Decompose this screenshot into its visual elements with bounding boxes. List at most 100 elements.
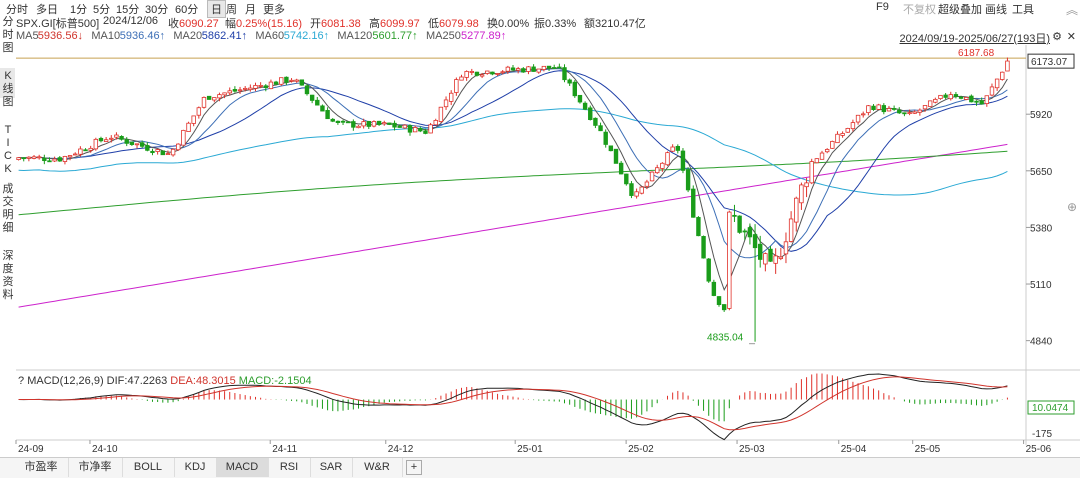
candle-body: [907, 112, 912, 115]
candle-body: [392, 122, 397, 128]
candle-body: [31, 156, 37, 159]
high-label: 高: [369, 18, 380, 30]
collapse-panel-icon[interactable]: ⊕: [1066, 200, 1077, 214]
candle-body: [577, 94, 583, 103]
candle-body: [624, 173, 629, 185]
period-2[interactable]: 1分: [70, 4, 88, 16]
candle-body: [685, 169, 691, 191]
index-name: SPX.GI[标普500]: [16, 18, 100, 30]
period-0[interactable]: 分时: [6, 4, 28, 16]
indicator-tab-boll[interactable]: BOLL: [122, 458, 175, 477]
period-toolbar: 分时 多日 1分 5分 15分 30分 60分日周月更多 F9 不复权 超级叠加 画线 工具: [0, 0, 1080, 18]
ma-name-ma10: MA10: [91, 30, 121, 42]
close-icon[interactable]: ✕: [1066, 31, 1076, 43]
high-marker-label: 6187.68: [958, 48, 995, 59]
low-label: 低: [428, 18, 439, 30]
candle-body: [145, 145, 150, 151]
macd-title: MACD(12,26,9): [27, 375, 104, 387]
candle-body: [93, 138, 99, 150]
indicator-tab-[interactable]: 市盈率: [14, 458, 69, 477]
candle-body: [953, 94, 959, 97]
date-label: 25-06: [1026, 444, 1052, 455]
indicator-tab-kdj[interactable]: KDJ: [174, 458, 217, 477]
candle-body: [407, 125, 413, 133]
candle-body: [21, 157, 26, 160]
left-tab-0[interactable]: 分时图: [2, 16, 14, 54]
period-10[interactable]: 更多: [263, 4, 285, 16]
candle-body: [176, 143, 181, 151]
candle-body: [603, 131, 608, 145]
macd-header: ? MACD(12,26,9) DIF:47.2263 DEA:48.3015 …: [18, 375, 312, 387]
period-8[interactable]: 周: [226, 4, 237, 16]
left-tab-3[interactable]: 成交明细: [2, 183, 14, 234]
candle-body: [644, 181, 650, 187]
candle-body: [160, 150, 165, 156]
turnover-label: 换: [487, 18, 498, 30]
indicator-tabs: 市盈率 市净率 BOLL KDJ MACD RSI SAR W&R +: [0, 457, 1080, 478]
candle-body: [727, 211, 732, 309]
indicator-tab-[interactable]: 市净率: [68, 458, 123, 477]
candle-body: [629, 183, 634, 196]
indicator-tab-rsi[interactable]: RSI: [268, 458, 311, 477]
indicator-tab-macd[interactable]: MACD: [216, 458, 269, 477]
toolbar-draw[interactable]: 画线: [985, 4, 1007, 16]
period-7[interactable]: 日: [207, 0, 226, 18]
date-label: 25-05: [915, 444, 941, 455]
candle-body: [150, 150, 155, 154]
candle-body: [546, 65, 552, 69]
macd-label: MACD:: [238, 375, 275, 387]
add-indicator-icon[interactable]: +: [406, 460, 422, 475]
toolbar-f9[interactable]: F9: [876, 1, 889, 13]
ma-value-ma10: 5936.46↑: [119, 30, 166, 42]
candle-body: [804, 182, 809, 188]
candle-body: [886, 108, 892, 112]
candle-body: [129, 141, 135, 145]
period-1[interactable]: 多日: [36, 4, 58, 16]
candle-body: [268, 81, 274, 90]
candle-body: [783, 241, 789, 255]
period-3[interactable]: 5分: [93, 4, 111, 16]
toolbar-tools[interactable]: 工具: [1012, 4, 1034, 16]
candle-body: [649, 171, 655, 182]
period-9[interactable]: 月: [245, 4, 256, 16]
help-icon[interactable]: ?: [18, 375, 25, 387]
candle-body: [964, 97, 969, 100]
candle-body: [593, 117, 598, 126]
candle-body: [567, 79, 572, 84]
candle-body: [382, 122, 387, 125]
candle-body: [1000, 71, 1005, 80]
candle-body: [273, 81, 279, 85]
candle-body: [871, 105, 876, 111]
close-label: 收: [168, 18, 179, 30]
candle-body: [490, 71, 495, 75]
candle-body: [500, 71, 505, 74]
quote-info-bar: SPX.GI[标普500] 2024/12/06 收6090.27 幅0.25%…: [0, 15, 1080, 30]
toolbar-overlay[interactable]: 超级叠加: [938, 4, 982, 16]
candle-body: [721, 304, 727, 311]
candle-body: [706, 258, 711, 282]
period-4[interactable]: 15分: [116, 4, 140, 16]
period-5[interactable]: 30分: [145, 4, 169, 16]
candle-body: [881, 105, 887, 113]
candle-body: [572, 81, 578, 97]
candle-body: [376, 120, 382, 125]
candle-body: [57, 157, 62, 162]
candle-body: [438, 106, 444, 122]
candle-body: [464, 71, 469, 78]
candle-body: [691, 188, 696, 218]
gear-icon[interactable]: ⚙: [1052, 31, 1062, 43]
left-tab-4[interactable]: 深度资料: [2, 250, 14, 301]
indicator-tab-sar[interactable]: SAR: [310, 458, 353, 477]
candle-body: [62, 156, 68, 162]
candle-body: [387, 122, 392, 125]
candle-body: [933, 98, 938, 103]
indicator-tab-wr[interactable]: W&R: [352, 458, 403, 477]
chevron-up-icon[interactable]: ︽: [1065, 3, 1078, 17]
toolbar-fq[interactable]: 不复权: [903, 4, 936, 16]
candle-body: [521, 68, 526, 73]
candle-body: [26, 156, 32, 159]
period-6[interactable]: 60分: [175, 4, 199, 16]
